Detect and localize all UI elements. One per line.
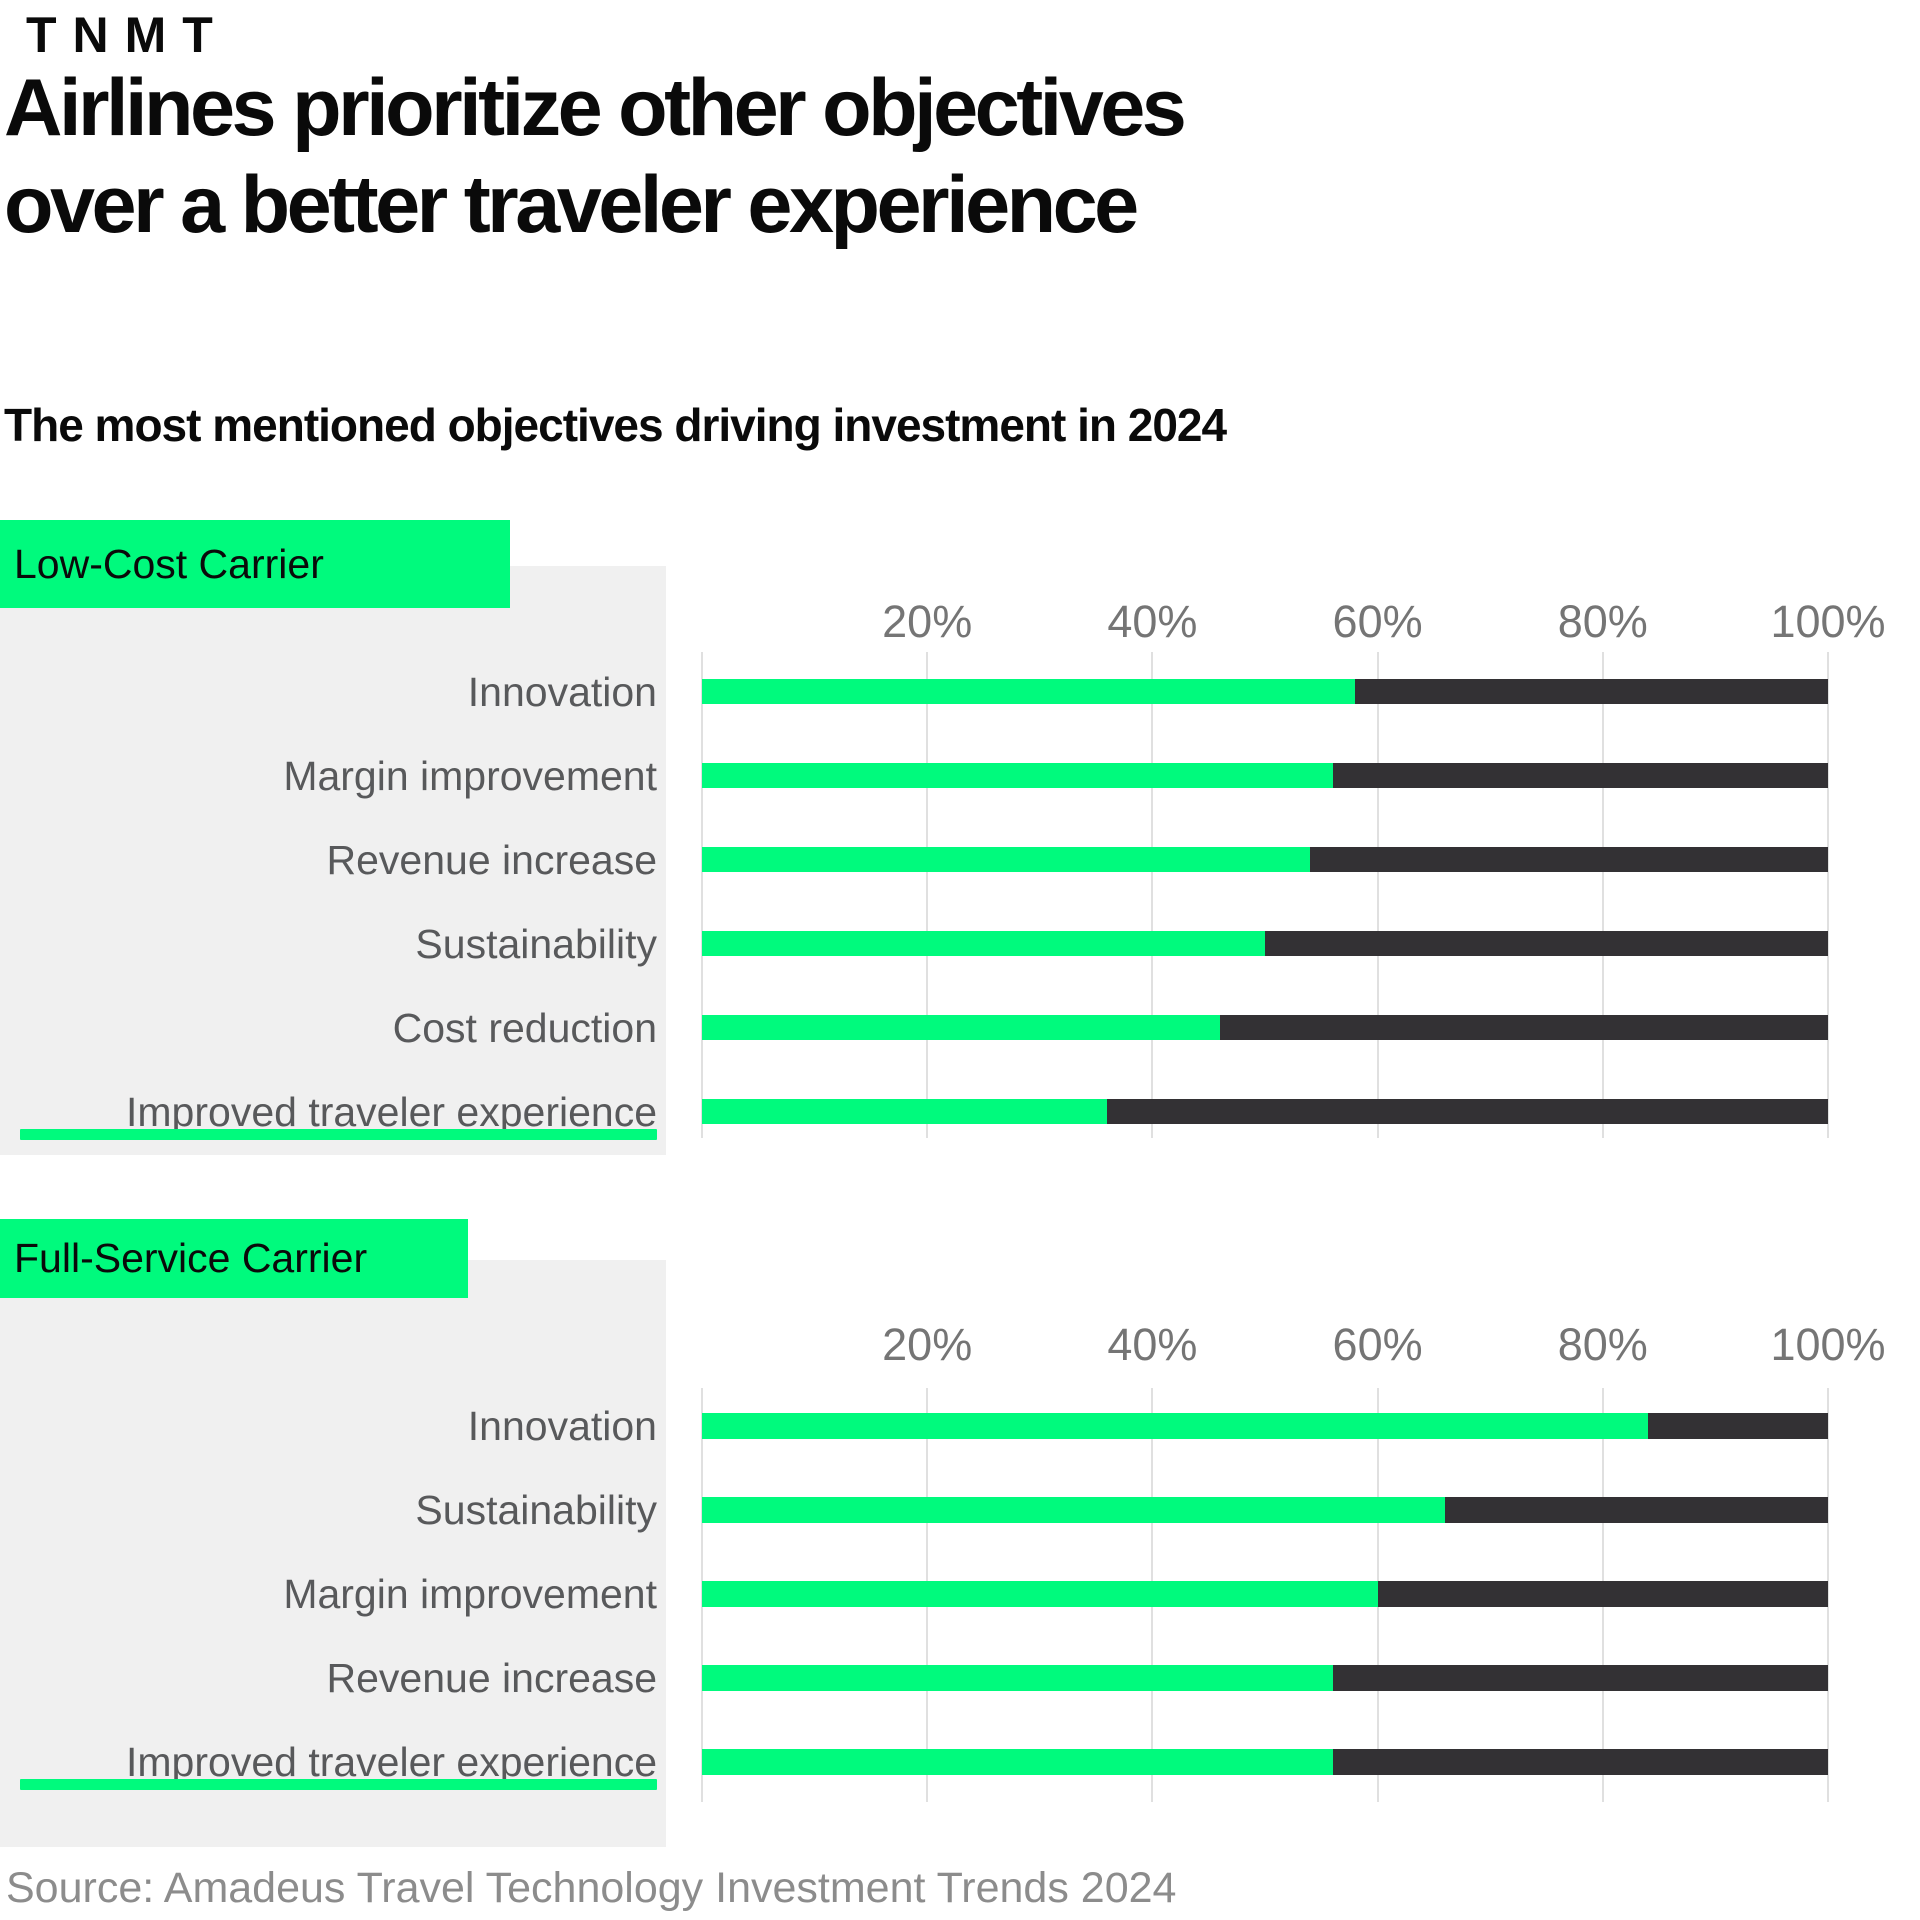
grid-line: [1827, 1388, 1829, 1802]
grid-line: [701, 652, 703, 1138]
bar-dark-segment: [1648, 1413, 1828, 1439]
grid-line: [1601, 652, 1604, 1138]
bar-green-segment: [702, 1749, 1333, 1775]
bar-dark-segment: [1445, 1497, 1828, 1523]
bar-green-segment: [702, 1497, 1445, 1523]
bar-dark-segment: [1333, 763, 1828, 788]
row-label: Margin improvement: [283, 752, 657, 799]
row-label: Improved traveler experience: [126, 1088, 657, 1135]
row-label: Innovation: [467, 668, 657, 715]
bar-dark-segment: [1310, 847, 1828, 872]
bar-green-segment: [702, 1015, 1220, 1040]
bar-green-segment: [702, 931, 1265, 956]
bar-dark-segment: [1333, 1665, 1828, 1691]
axis-tick-label: 100%: [1770, 596, 1886, 647]
row-label: Revenue increase: [326, 1655, 657, 1701]
bar-dark-segment: [1107, 1099, 1828, 1124]
row-label: Sustainability: [415, 920, 657, 967]
axis-tick-label: 60%: [1332, 596, 1423, 647]
row-label: Revenue increase: [326, 836, 657, 883]
label-panel: [0, 566, 666, 1155]
label-panel: [0, 1260, 666, 1847]
bar-green-segment: [702, 1413, 1648, 1439]
bar-green-segment: [702, 1099, 1107, 1124]
axis-tick-label: 20%: [882, 596, 973, 647]
source-note: Source: Amadeus Travel Technology Invest…: [6, 1864, 1177, 1912]
bar-green-segment: [702, 763, 1333, 788]
grid-line: [1376, 652, 1379, 1138]
bar-dark-segment: [1220, 1015, 1828, 1040]
carrier-ribbon: Low-Cost Carrier: [0, 520, 510, 608]
row-label: Margin improvement: [283, 1571, 657, 1617]
axis-tick-label: 40%: [1107, 1319, 1198, 1370]
axis-tick-label: 60%: [1332, 1319, 1423, 1370]
axis-tick-label: 100%: [1770, 1319, 1886, 1370]
page-subtitle: The most mentioned objectives driving in…: [4, 399, 1227, 451]
row-label: Innovation: [467, 1403, 657, 1449]
bar-green-segment: [702, 1665, 1333, 1691]
grid-line: [926, 652, 929, 1138]
page-title: Airlines prioritize other objectives ove…: [4, 63, 1187, 251]
row-label: Improved traveler experience: [126, 1739, 657, 1785]
bar-green-segment: [702, 1581, 1378, 1607]
axis-tick-label: 80%: [1557, 596, 1648, 647]
bar-dark-segment: [1378, 1581, 1828, 1607]
row-label: Cost reduction: [392, 1004, 657, 1051]
row-label: Sustainability: [415, 1487, 657, 1533]
grid-line: [1151, 652, 1154, 1138]
bar-dark-segment: [1333, 1749, 1828, 1775]
tnmt-logo: TNMT: [6, 6, 282, 64]
bar-dark-segment: [1355, 679, 1828, 704]
carrier-ribbon: Full-Service Carrier: [0, 1219, 468, 1298]
axis-tick-label: 80%: [1557, 1319, 1648, 1370]
grid-line: [1827, 652, 1829, 1138]
bar-green-segment: [702, 847, 1310, 872]
highlight-underline: [20, 1779, 657, 1790]
tnmt-logo-text: TNMT: [26, 7, 229, 63]
bar-green-segment: [702, 679, 1355, 704]
bar-dark-segment: [1265, 931, 1828, 956]
axis-tick-label: 20%: [882, 1319, 973, 1370]
axis-tick-label: 40%: [1107, 596, 1198, 647]
highlight-underline: [20, 1129, 657, 1140]
